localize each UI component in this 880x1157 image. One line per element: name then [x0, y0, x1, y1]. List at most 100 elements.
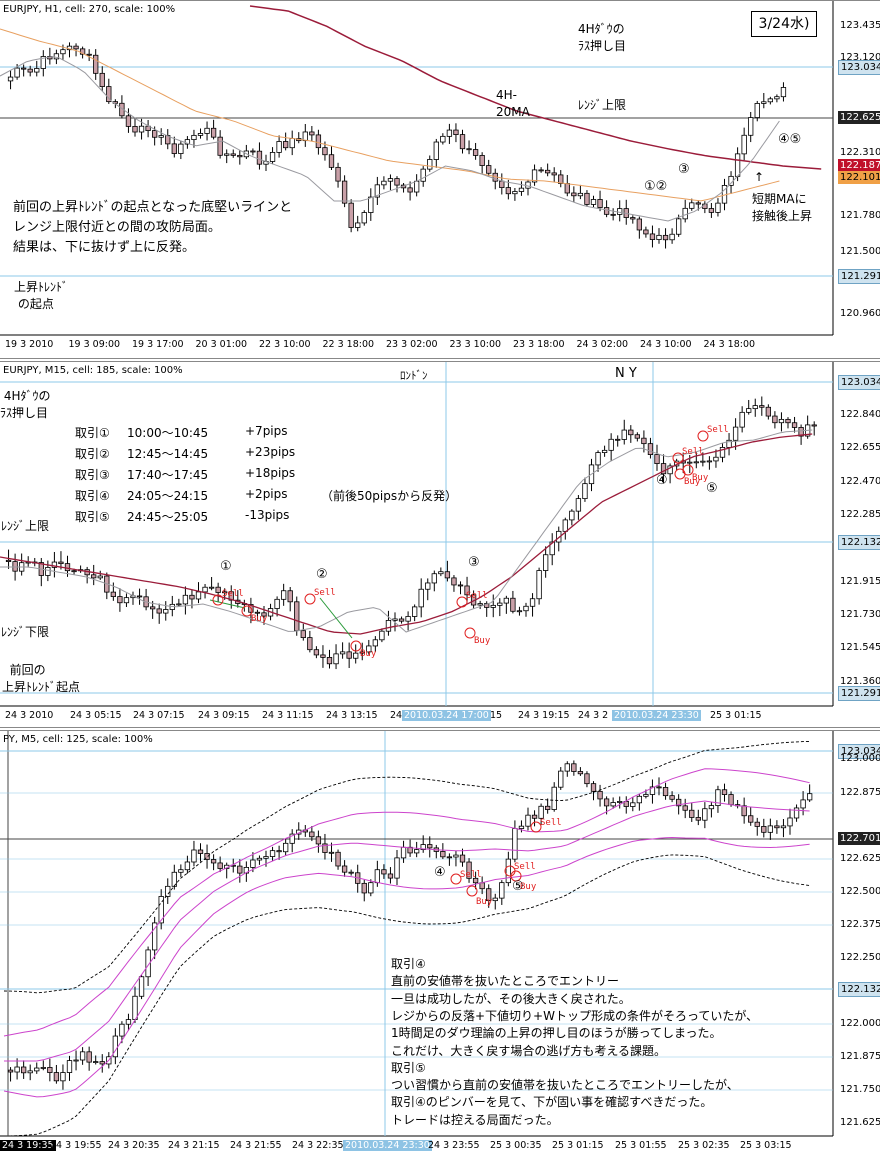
candle-body: [647, 443, 654, 455]
trade-label: Buy: [360, 649, 377, 659]
price-label: 122.375: [840, 919, 880, 930]
candle-body: [510, 597, 516, 612]
candle-body: [634, 434, 640, 439]
candle-body: [630, 802, 636, 807]
candle-body: [778, 418, 785, 424]
ann-4h-dow: 4Hﾀﾞｳの ﾗｽ押し目: [578, 22, 627, 53]
ma-long-line: [249, 5, 822, 170]
candle-body: [381, 869, 387, 875]
candle-body: [276, 141, 282, 153]
candle-body: [811, 424, 817, 427]
candle-body: [477, 603, 483, 606]
candle-body: [79, 1051, 86, 1061]
candle-body: [800, 799, 806, 809]
candle-body: [411, 606, 418, 617]
candle-body: [184, 139, 191, 145]
candle-body: [355, 222, 361, 228]
ann-prev-origin-m15: 前回の 上昇ﾄﾚﾝﾄﾞ起点: [2, 663, 81, 694]
candle-body: [558, 174, 564, 184]
ann-short-ma: 短期MAに 接触後上昇: [752, 192, 813, 223]
candle-body: [715, 789, 721, 806]
price-label: 121.780: [840, 210, 880, 221]
ann-range-top: ﾚﾝｼﾞ上限: [578, 98, 627, 112]
price-label: 122.655: [840, 442, 880, 453]
trade-note: （前後50pipsから反発）: [321, 489, 458, 503]
trade-label: Sell: [514, 862, 536, 872]
candle-body: [787, 817, 793, 827]
price-label: 121.500: [840, 246, 880, 257]
candle-body: [250, 859, 256, 868]
candle-body: [689, 202, 695, 209]
candle-body: [741, 134, 747, 155]
candle-body: [492, 897, 498, 902]
ann-ny: N Y: [615, 366, 637, 381]
candle-body: [99, 72, 105, 87]
candle-body: [79, 48, 86, 55]
candle-body: [420, 168, 426, 182]
trade-pips: +18pips: [245, 466, 296, 480]
candle-body: [512, 191, 518, 195]
time-label: 2010.03.24 17:00: [402, 710, 491, 721]
candle-body: [706, 460, 713, 463]
candle-body: [545, 169, 551, 174]
candle-body: [525, 181, 531, 189]
ma-long-line: [0, 433, 813, 635]
candle-body: [595, 452, 601, 466]
candle-body: [676, 798, 682, 807]
trade-pips: +23pips: [245, 445, 296, 459]
candle-body: [73, 45, 79, 50]
trade-time: 10:00～10:45: [127, 426, 209, 440]
trade-label: Buy: [692, 473, 709, 483]
candle-body: [348, 202, 354, 228]
h1-chart-panel: EURJPY, H1, cell: 270, scale: 100% 3/24水…: [0, 0, 880, 359]
candle-body: [459, 134, 466, 150]
candle-body: [282, 141, 289, 149]
candle-body: [191, 849, 197, 863]
candle-body: [217, 862, 223, 869]
candle-body: [117, 596, 123, 604]
candle-body: [518, 825, 525, 829]
candle-body: [656, 234, 662, 240]
candle-body: [326, 656, 333, 665]
candle-body: [682, 207, 688, 220]
candle-body: [335, 851, 341, 867]
candle-body: [662, 787, 669, 797]
time-label: 22 3 18:00: [322, 339, 375, 350]
candle-body: [176, 603, 182, 606]
candle-body: [307, 637, 313, 651]
date-box: 3/24水): [751, 11, 817, 37]
price-label: 123.034: [838, 60, 880, 75]
price-label: 122.101: [838, 171, 880, 184]
candle-body: [603, 207, 610, 215]
candle-body: [649, 233, 656, 240]
candle-body: [158, 896, 164, 924]
candle-body: [601, 449, 608, 454]
candle-body: [276, 850, 282, 853]
candle-body: [138, 976, 145, 997]
candle-body: [86, 1051, 92, 1063]
candle-body: [300, 630, 306, 639]
band-lower-2: [3, 854, 810, 1137]
candle-body: [86, 53, 92, 56]
candle-body: [564, 183, 570, 194]
candle-body: [617, 800, 623, 803]
candle-body: [767, 825, 773, 833]
candle-body: [577, 192, 584, 197]
ann-range-bottom-m15: ﾚﾝｼﾞ下限: [1, 625, 50, 639]
candle-body: [195, 591, 202, 600]
time-label: 2010.03.24 23:30: [343, 1140, 432, 1151]
candle-body: [333, 653, 339, 665]
note-line: これだけ、大きく戻す場合の逃げ方も考える課題。: [391, 1043, 667, 1058]
candle-body: [309, 131, 315, 136]
candle-body: [562, 519, 568, 532]
price-label: 122.500: [840, 886, 880, 897]
time-label: 24 3 19:55: [50, 1140, 102, 1151]
candle-body: [353, 652, 359, 659]
time-label: 19 3 09:00: [68, 339, 121, 350]
band-upper-2: [3, 741, 810, 994]
candle-body: [400, 846, 407, 859]
ann-c3: ③: [468, 555, 480, 570]
price-label: 123.034: [838, 375, 880, 390]
candle-body: [556, 530, 562, 543]
candle-body: [47, 1067, 53, 1073]
